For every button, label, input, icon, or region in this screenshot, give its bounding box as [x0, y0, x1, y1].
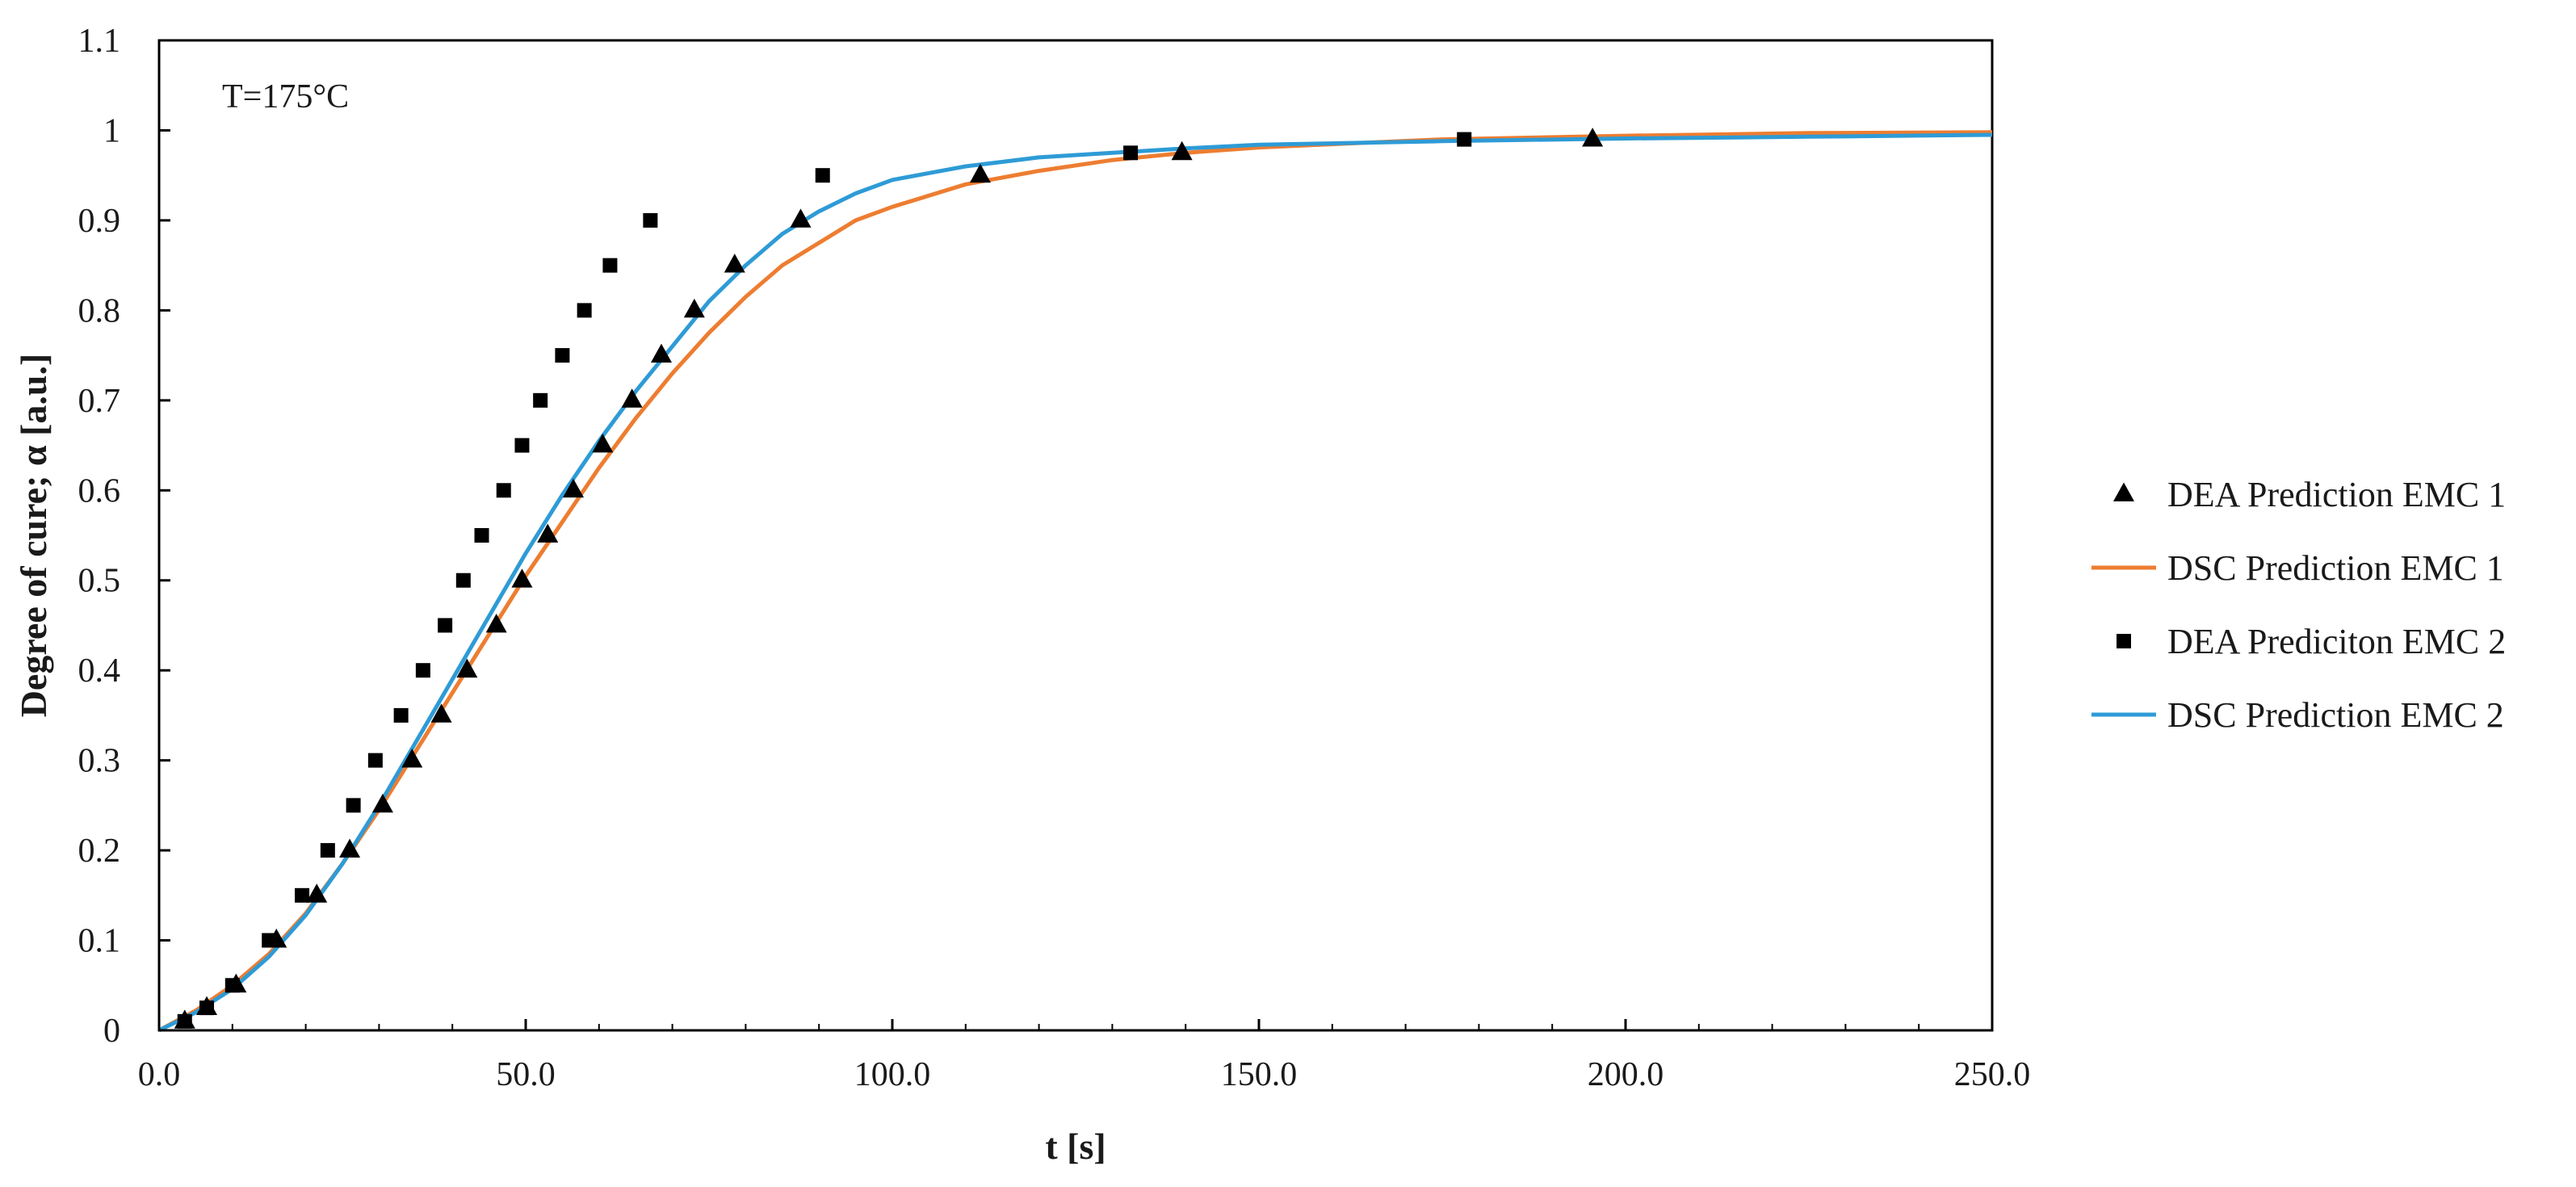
- data-point-triangle: [1171, 141, 1193, 161]
- legend: DEA Prediction EMC 1 DSC Prediction EMC 1…: [2091, 475, 2506, 735]
- data-point-square: [455, 573, 471, 588]
- data-point-square: [295, 887, 310, 903]
- y-tick-label: 0: [103, 1013, 120, 1050]
- x-tick-label: 100.0: [854, 1056, 931, 1093]
- data-point-square: [199, 1000, 215, 1016]
- data-point-square: [1457, 132, 1472, 147]
- legend-label: DSC Prediction EMC 2: [2167, 695, 2504, 735]
- data-point-square: [224, 978, 240, 993]
- x-tick-label: 0.0: [138, 1056, 181, 1093]
- data-point-triangle: [339, 838, 361, 858]
- series-1: [174, 128, 1604, 1029]
- data-point-square: [815, 168, 830, 183]
- y-tick-label: 0.5: [78, 563, 121, 600]
- x-tick-label: 250.0: [1954, 1056, 2031, 1093]
- y-tick-label: 1: [103, 112, 120, 149]
- y-tick-label: 0.3: [78, 743, 121, 780]
- data-point-square: [346, 798, 361, 813]
- y-tick-label: 0.4: [78, 652, 121, 690]
- data-point-triangle: [401, 749, 423, 768]
- data-point-square: [514, 438, 530, 453]
- legend-item: DEA Prediciton EMC 2: [2117, 622, 2506, 661]
- legend-item: DEA Prediction EMC 1: [2113, 475, 2506, 514]
- data-point-square: [438, 618, 453, 633]
- data-point-square: [555, 348, 570, 363]
- series-3: [177, 132, 1472, 1029]
- data-point-triangle: [650, 343, 672, 363]
- x-tick-label: 50.0: [496, 1056, 556, 1093]
- data-point-triangle: [456, 658, 478, 678]
- data-point-triangle: [969, 163, 991, 183]
- data-point-triangle: [537, 523, 559, 543]
- x-axis-title: t [s]: [1045, 1126, 1105, 1167]
- data-point-triangle: [511, 568, 533, 588]
- legend-item: DSC Prediction EMC 1: [2091, 548, 2504, 588]
- series-4: [157, 132, 1993, 1033]
- legend-item: DSC Prediction EMC 2: [2091, 695, 2504, 735]
- data-point-square: [415, 663, 430, 678]
- data-point-triangle: [592, 434, 614, 453]
- y-tick-label: 0.8: [78, 292, 121, 329]
- legend-label: DEA Prediction EMC 1: [2167, 475, 2506, 514]
- legend-triangle-swatch: [2113, 482, 2134, 501]
- y-tick-label: 0.2: [78, 833, 121, 870]
- data-point-square: [177, 1013, 192, 1029]
- plot-area: [157, 39, 1994, 1032]
- legend-square-swatch: [2117, 634, 2131, 648]
- data-point-triangle: [563, 478, 585, 498]
- axis-ticks: 0.0 50.0 100.0 150.0 200.0 250.0 0 0.1 0.2 0.3 0.4…: [78, 23, 2031, 1093]
- data-point-square: [533, 392, 548, 408]
- data-point-triangle: [1582, 128, 1604, 147]
- x-tick-label: 200.0: [1588, 1056, 1664, 1093]
- data-point-triangle: [621, 388, 643, 408]
- data-point-triangle: [790, 208, 812, 228]
- data-point-square: [262, 933, 277, 948]
- data-point-square: [1123, 145, 1139, 161]
- y-tick-label: 0.1: [78, 923, 121, 960]
- y-tick-label: 0.9: [78, 203, 121, 240]
- data-point-square: [577, 303, 592, 318]
- data-point-triangle: [430, 703, 452, 723]
- data-point-triangle: [371, 793, 393, 813]
- data-point-triangle: [683, 298, 705, 318]
- data-point-square: [643, 212, 658, 228]
- data-point-triangle: [485, 613, 507, 633]
- data-point-triangle: [306, 883, 328, 903]
- data-point-square: [474, 528, 489, 543]
- series-layer: [157, 128, 1993, 1033]
- data-point-triangle: [724, 254, 745, 273]
- data-point-square: [393, 707, 409, 723]
- temperature-annotation: T=175°C: [222, 78, 349, 115]
- data-point-square: [602, 258, 618, 273]
- y-tick-label: 1.1: [78, 23, 121, 60]
- data-point-square: [367, 753, 383, 768]
- data-point-square: [320, 843, 335, 858]
- y-tick-label: 0.7: [78, 383, 121, 420]
- y-tick-label: 0.6: [78, 472, 121, 510]
- x-tick-label: 150.0: [1221, 1056, 1298, 1093]
- y-axis-title: Degree of cure; α [a.u.]: [13, 354, 54, 718]
- legend-label: DEA Prediciton EMC 2: [2167, 622, 2506, 661]
- data-point-square: [496, 483, 511, 498]
- series-line: [157, 132, 1993, 1033]
- legend-label: DSC Prediction EMC 1: [2167, 548, 2504, 588]
